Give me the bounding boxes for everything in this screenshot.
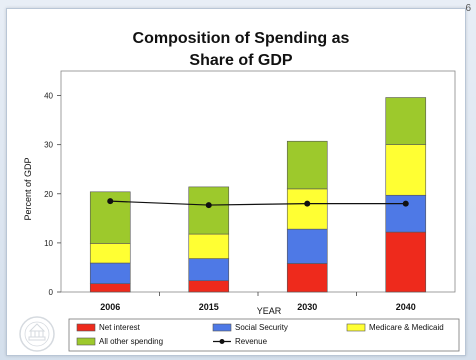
bar-segment-2030-1 <box>286 263 328 293</box>
bar-segment-2030-3 <box>286 188 328 230</box>
y-tick-label: 30 <box>44 141 53 150</box>
y-tick-label: 20 <box>44 190 53 199</box>
x-axis-label: YEAR <box>257 306 282 316</box>
revenue-point <box>205 202 212 209</box>
chart-panel: Composition of Spending as Share of GDP … <box>6 8 466 356</box>
legend-swatch-marker <box>219 339 225 344</box>
slide-number: 6 <box>465 3 471 14</box>
bar-segment-2015-2 <box>188 258 230 282</box>
y-tick-label: 0 <box>49 288 54 297</box>
y-tick-label: 10 <box>44 239 53 248</box>
bar-segment-2030-4 <box>286 140 328 190</box>
bar-segment-2006-1 <box>89 283 131 293</box>
legend: Net interest Social Security Medicare & Me… <box>68 318 460 352</box>
legend-swatch <box>346 323 366 332</box>
bar-segment-2040-4 <box>385 97 427 145</box>
bar-segment-2006-2 <box>89 262 131 284</box>
bar-segment-2040-3 <box>385 144 427 196</box>
legend-swatch <box>76 337 96 346</box>
chart-title-line-1: Composition of Spending as <box>133 30 350 47</box>
bar-segment-2030-2 <box>286 228 328 264</box>
chart-title-line-2: Share of GDP <box>189 52 292 69</box>
y-tick-label: 40 <box>44 92 53 101</box>
legend-label: Net interest <box>99 323 141 332</box>
legend-swatch <box>212 323 232 332</box>
bar-segment-2015-4 <box>188 186 230 235</box>
revenue-point <box>107 198 114 205</box>
spending-chart: Composition of Spending as Share of GDP … <box>19 30 460 352</box>
legend-label: Revenue <box>235 337 268 346</box>
x-category-label: 2015 <box>199 302 219 312</box>
bar-segment-2015-1 <box>188 280 230 293</box>
revenue-point <box>402 200 409 207</box>
legend-swatch <box>76 323 96 332</box>
legend-label: Social Security <box>235 323 288 332</box>
legend-label: Medicare & Medicaid <box>369 323 444 332</box>
y-axis-label: Percent of GDP <box>23 157 33 220</box>
bar-segment-2040-1 <box>385 231 427 293</box>
x-category-label: 2040 <box>396 302 416 312</box>
bar-segment-2006-3 <box>89 243 131 264</box>
bar-segment-2015-3 <box>188 233 230 259</box>
legend-label: All other spending <box>99 337 163 346</box>
x-category-label: 2006 <box>100 302 120 312</box>
seal-logo <box>19 316 55 352</box>
revenue-point <box>304 200 311 207</box>
x-category-label: 2030 <box>297 302 317 312</box>
revenue-line <box>110 200 406 206</box>
